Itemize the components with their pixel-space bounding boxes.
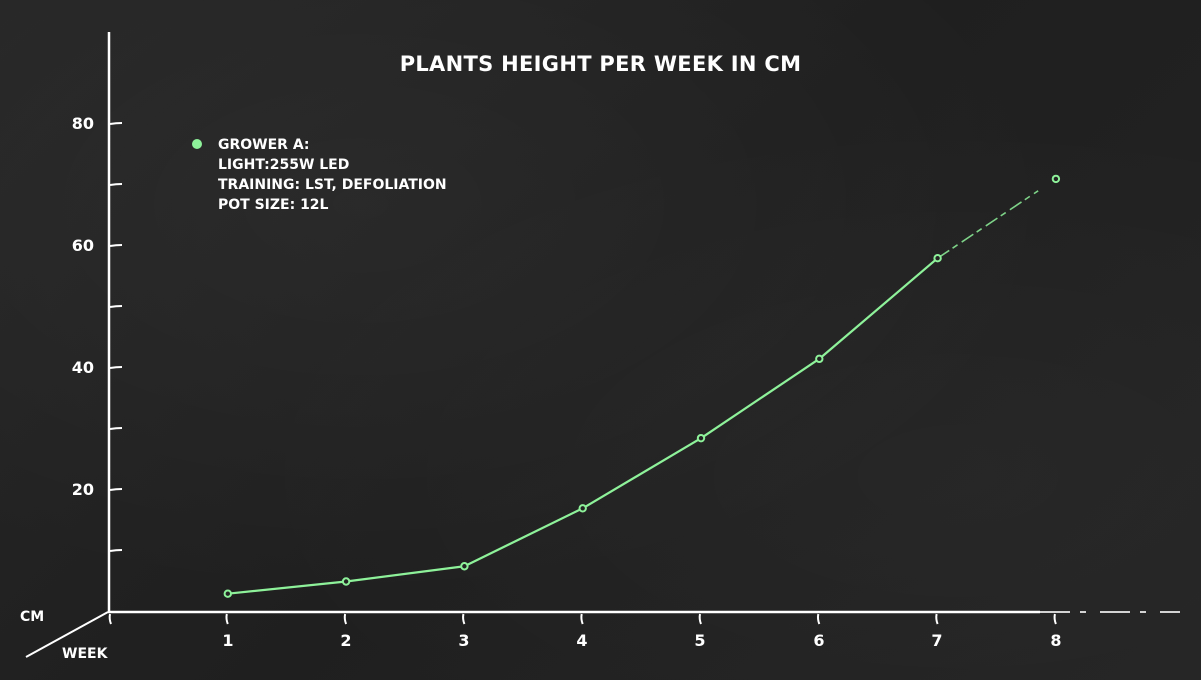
series-grower-a	[223, 174, 1061, 598]
legend-line-pot-size: POT SIZE: 12L	[218, 197, 329, 213]
y-ticks	[109, 122, 123, 552]
y-tick-label-60: 60	[71, 236, 94, 255]
y-tick-label-40: 40	[71, 358, 94, 377]
x-tick-label-4: 4	[576, 631, 588, 650]
x-tick-label-2: 2	[340, 631, 352, 650]
depth-axis	[25, 611, 109, 658]
legend-marker-icon	[192, 139, 202, 149]
y-tick-label-80: 80	[71, 114, 94, 133]
x-tick-label-1: 1	[222, 631, 234, 650]
chart-title: PLANTS HEIGHT PER WEEK IN CM	[399, 52, 802, 76]
x-tick-label-6: 6	[813, 631, 825, 650]
y-axis-name: CM	[20, 609, 45, 625]
x-tick-label-7: 7	[931, 631, 943, 650]
x-ticks	[108, 613, 1057, 625]
legend: GROWER A: LIGHT:255W LED TRAINING: LST, …	[192, 135, 447, 215]
x-tick-label-3: 3	[458, 631, 470, 650]
x-tick-label-5: 5	[694, 631, 706, 650]
legend-line-grower: GROWER A:	[218, 137, 310, 153]
y-tick-label-20: 20	[71, 480, 94, 499]
legend-line-training: TRAINING: LST, DEFOLIATION	[218, 177, 447, 193]
x-tick-label-8: 8	[1050, 631, 1062, 650]
legend-line-light: LIGHT:255W LED	[218, 157, 350, 173]
x-axis-name: WEEK	[62, 646, 108, 662]
